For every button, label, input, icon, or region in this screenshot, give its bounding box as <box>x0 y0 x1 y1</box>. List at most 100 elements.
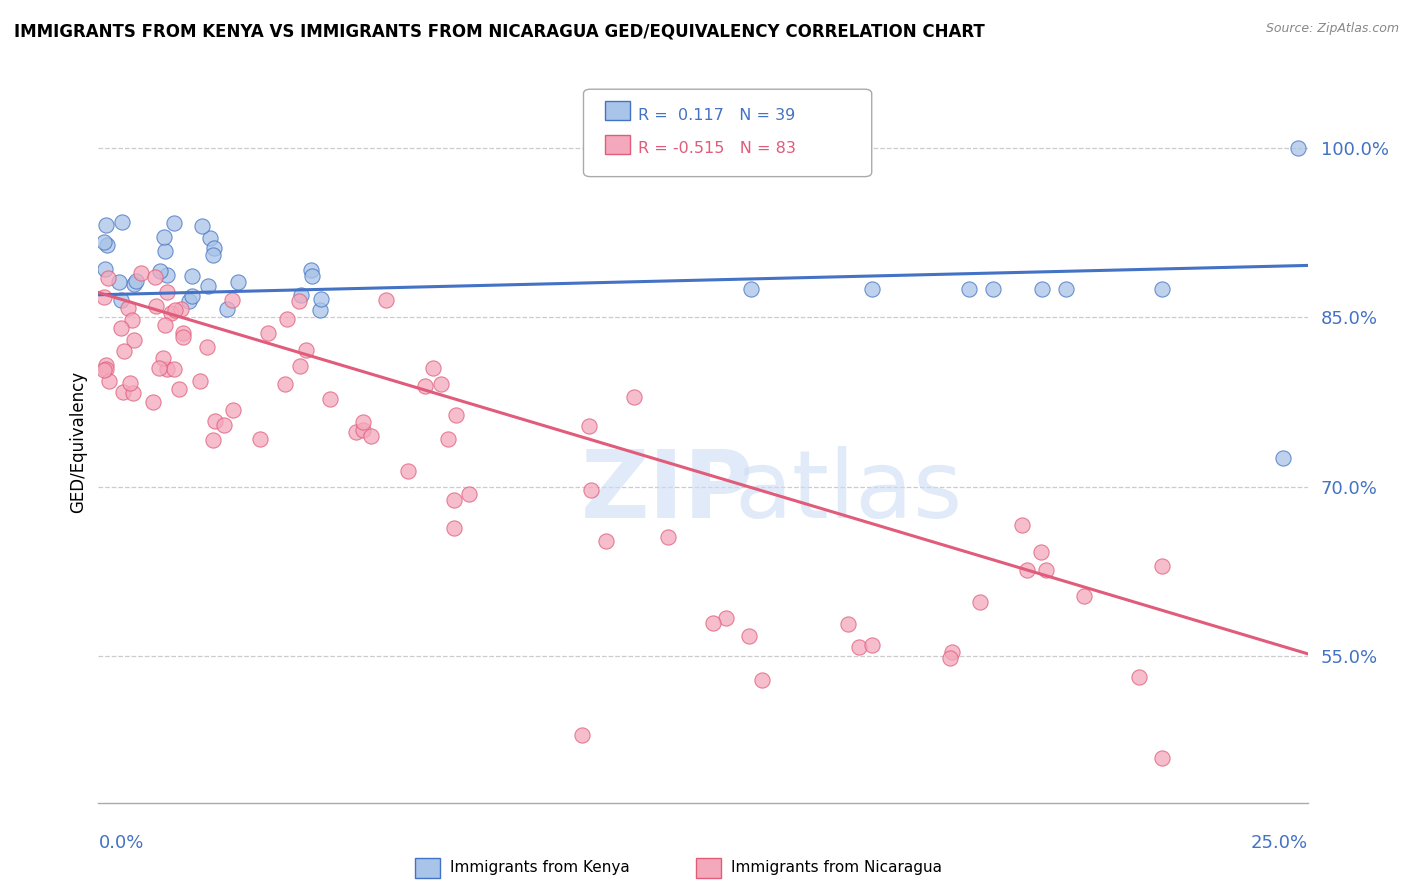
Text: IMMIGRANTS FROM KENYA VS IMMIGRANTS FROM NICARAGUA GED/EQUIVALENCY CORRELATION C: IMMIGRANTS FROM KENYA VS IMMIGRANTS FROM… <box>14 22 984 40</box>
Point <box>256 326 278 340</box>
Point <box>1073 589 1095 603</box>
Point <box>443 521 465 535</box>
Point <box>396 464 419 478</box>
Point <box>108 275 131 289</box>
Point <box>309 292 332 306</box>
Point <box>716 610 738 624</box>
Point <box>96 238 118 252</box>
Point <box>156 268 179 282</box>
Text: R = -0.515   N = 83: R = -0.515 N = 83 <box>638 141 796 156</box>
Point <box>1286 141 1309 155</box>
Point <box>129 266 152 280</box>
Point <box>153 318 176 332</box>
Point <box>215 301 238 316</box>
Point <box>657 530 679 544</box>
Point <box>156 285 179 299</box>
Point <box>837 617 859 632</box>
Point <box>430 376 453 391</box>
Point <box>145 299 167 313</box>
Point <box>97 375 120 389</box>
Point <box>93 363 115 377</box>
Point <box>94 262 117 277</box>
Point <box>155 244 177 258</box>
Point <box>117 301 139 315</box>
Point <box>1152 558 1174 573</box>
Point <box>143 269 166 284</box>
Point <box>458 487 481 501</box>
Point <box>152 230 174 244</box>
Point <box>301 268 323 283</box>
Point <box>1128 670 1150 684</box>
Point <box>152 351 174 365</box>
Point <box>288 359 311 374</box>
Point <box>740 282 762 296</box>
Point <box>1017 563 1039 577</box>
Point <box>156 361 179 376</box>
Point <box>204 414 226 428</box>
Point <box>167 382 190 396</box>
Point <box>578 418 600 433</box>
Point <box>1035 563 1057 577</box>
Point <box>201 248 224 262</box>
Point <box>1152 750 1174 764</box>
Text: Source: ZipAtlas.com: Source: ZipAtlas.com <box>1265 22 1399 36</box>
Point <box>1272 451 1295 466</box>
Point <box>148 360 170 375</box>
Point <box>110 320 132 334</box>
Point <box>226 275 249 289</box>
Point <box>702 616 724 631</box>
Y-axis label: GED/Equivalency: GED/Equivalency <box>69 370 87 513</box>
Text: Immigrants from Kenya: Immigrants from Kenya <box>450 860 630 874</box>
Point <box>170 302 193 317</box>
Point <box>163 362 186 376</box>
Point <box>941 645 963 659</box>
Point <box>121 385 143 400</box>
Text: 25.0%: 25.0% <box>1250 834 1308 852</box>
Point <box>121 313 143 327</box>
Point <box>122 333 145 347</box>
Point <box>738 629 761 643</box>
Point <box>344 425 367 440</box>
Point <box>94 361 117 376</box>
Point <box>162 216 184 230</box>
Point <box>165 302 187 317</box>
Point <box>179 294 201 309</box>
Point <box>957 282 980 296</box>
Point <box>274 376 297 391</box>
Point <box>172 330 194 344</box>
Point <box>97 270 120 285</box>
Point <box>110 293 132 307</box>
Point <box>1029 545 1052 559</box>
Point <box>118 376 141 391</box>
Text: 0.0%: 0.0% <box>98 834 143 852</box>
Point <box>191 219 214 233</box>
Point <box>94 358 117 372</box>
Point <box>360 428 382 442</box>
Point <box>422 361 444 376</box>
Point <box>319 392 342 406</box>
Text: atlas: atlas <box>734 446 962 538</box>
Point <box>221 293 243 307</box>
Text: ZIP: ZIP <box>581 446 754 538</box>
Point <box>860 282 883 296</box>
Text: R =  0.117   N = 39: R = 0.117 N = 39 <box>638 108 796 123</box>
Point <box>112 343 135 358</box>
Text: Immigrants from Nicaragua: Immigrants from Nicaragua <box>731 860 942 874</box>
Point <box>94 218 117 232</box>
Point <box>436 432 458 446</box>
Point <box>1152 282 1174 296</box>
Point <box>1054 282 1077 296</box>
Point <box>202 433 225 447</box>
Point <box>751 673 773 687</box>
Point <box>214 418 236 433</box>
Point <box>352 423 374 437</box>
Point <box>579 483 602 497</box>
Point <box>623 390 645 404</box>
Point <box>202 241 225 255</box>
Point <box>309 303 332 318</box>
Point <box>111 384 134 399</box>
Point <box>276 312 298 326</box>
Point <box>848 640 870 655</box>
Point <box>969 595 991 609</box>
Point <box>571 728 593 742</box>
